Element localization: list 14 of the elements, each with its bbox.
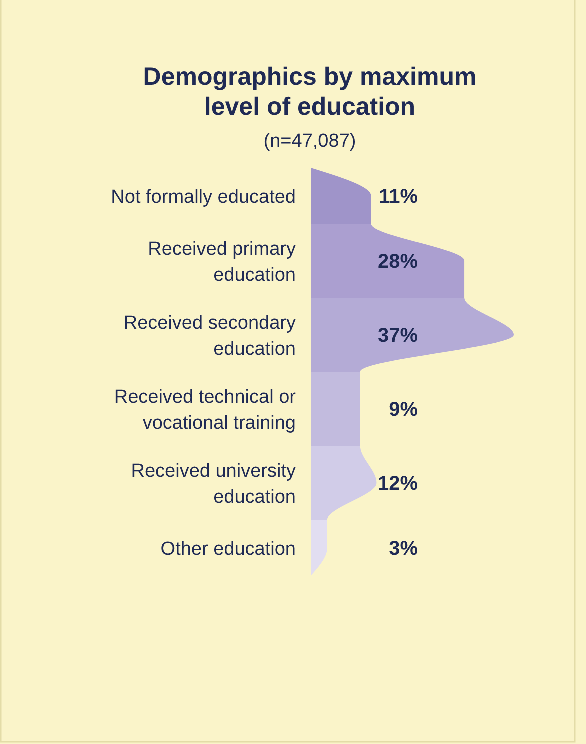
data-label: 3%: [389, 538, 418, 560]
chart-title: Demographics by maximum level of education: [143, 63, 477, 121]
data-label: 12%: [378, 473, 418, 495]
y-tick-label: Received primary education: [148, 239, 296, 286]
data-label: 11%: [379, 186, 418, 208]
y-tick-label: Other education: [160, 539, 296, 560]
data-label: 9%: [389, 399, 418, 421]
data-label: 37%: [378, 325, 418, 347]
y-tick-label: Received technical or vocational training: [114, 387, 297, 434]
data-label: 28%: [378, 251, 418, 273]
chart-subtitle: (n=47,087): [264, 131, 356, 152]
y-tick-label: Received university education: [131, 461, 296, 508]
y-tick-label: Not formally educated: [111, 187, 296, 208]
y-tick-label: Received secondary education: [124, 313, 296, 360]
